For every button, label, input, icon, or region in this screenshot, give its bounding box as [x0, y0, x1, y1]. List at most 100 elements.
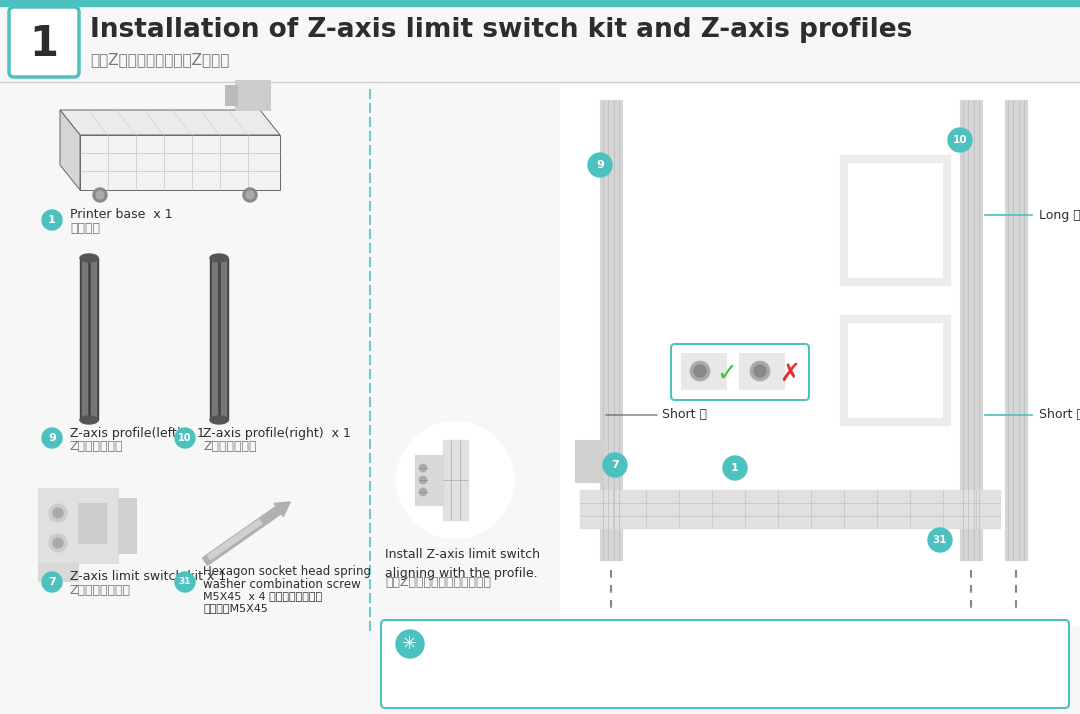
- Circle shape: [93, 188, 107, 202]
- Ellipse shape: [210, 416, 228, 424]
- Circle shape: [175, 572, 195, 592]
- Text: 底座组件: 底座组件: [70, 223, 100, 236]
- Text: Installation of Z-axis limit switch kit and Z-axis profiles: Installation of Z-axis limit switch kit …: [90, 17, 913, 43]
- Text: Install Z-axis limit switch
aligning with the profile.: Install Z-axis limit switch aligning wit…: [384, 548, 540, 580]
- Text: Z轴型材（左）: Z轴型材（左）: [70, 441, 123, 453]
- Text: 底座组件上。: 底座组件上。: [427, 688, 469, 701]
- Text: 安装Z轴限位开关，与型材对齐: 安装Z轴限位开关，与型材对齐: [384, 576, 491, 589]
- Bar: [38, 488, 118, 563]
- Bar: [78, 503, 106, 543]
- Bar: [575, 440, 603, 482]
- Bar: [840, 155, 950, 285]
- Text: 1: 1: [29, 23, 58, 65]
- Text: Hexagon socket head spring: Hexagon socket head spring: [203, 565, 372, 578]
- Bar: [91, 258, 96, 420]
- Text: 7: 7: [49, 577, 56, 587]
- Circle shape: [396, 630, 424, 658]
- Circle shape: [754, 365, 766, 377]
- Text: 安装Z轴限位开关组件，Z轴型材: 安装Z轴限位开关组件，Z轴型材: [90, 53, 229, 68]
- Bar: [960, 100, 982, 560]
- Circle shape: [419, 476, 427, 484]
- Ellipse shape: [210, 254, 228, 262]
- Ellipse shape: [80, 254, 98, 262]
- Bar: [848, 323, 942, 417]
- Text: 31: 31: [933, 535, 947, 545]
- Text: Step: Put the endstops sensor on Z-axis (left) like the picture above. Then use : Step: Put the endstops sensor on Z-axis …: [427, 638, 1020, 651]
- Bar: [0, 0, 1080, 6]
- Text: 31: 31: [179, 578, 191, 586]
- Bar: [443, 440, 468, 520]
- Text: 组合螺钉M5X45: 组合螺钉M5X45: [203, 603, 268, 613]
- Circle shape: [53, 538, 63, 548]
- Circle shape: [928, 528, 951, 552]
- Text: M5X45 to fix Z-axis with the base.: M5X45 to fix Z-axis with the base.: [427, 654, 629, 667]
- Circle shape: [750, 361, 770, 381]
- Bar: [580, 490, 1000, 528]
- Polygon shape: [60, 110, 80, 190]
- Bar: [840, 315, 950, 425]
- Bar: [82, 258, 87, 420]
- Bar: [225, 85, 237, 105]
- Circle shape: [588, 153, 612, 177]
- Text: 1: 1: [49, 215, 56, 225]
- Circle shape: [690, 361, 710, 381]
- Circle shape: [694, 365, 706, 377]
- Bar: [600, 100, 622, 560]
- Ellipse shape: [80, 416, 98, 424]
- Text: 9: 9: [596, 160, 604, 170]
- Bar: [681, 353, 726, 389]
- Text: 7: 7: [611, 460, 619, 470]
- Text: Long 长: Long 长: [1039, 208, 1080, 221]
- FancyArrow shape: [207, 520, 262, 560]
- Text: 10: 10: [953, 135, 968, 145]
- FancyBboxPatch shape: [381, 620, 1069, 708]
- FancyArrow shape: [202, 502, 291, 565]
- Bar: [221, 258, 226, 420]
- Text: Z轴型材（右）: Z轴型材（右）: [203, 441, 257, 453]
- Circle shape: [397, 422, 513, 538]
- Circle shape: [96, 191, 104, 199]
- Bar: [848, 163, 942, 277]
- Text: ✗: ✗: [780, 362, 800, 386]
- Bar: [80, 258, 98, 420]
- Circle shape: [246, 191, 254, 199]
- Circle shape: [723, 456, 747, 480]
- Polygon shape: [60, 110, 280, 135]
- Bar: [212, 258, 217, 420]
- FancyBboxPatch shape: [671, 344, 809, 400]
- Text: ✓: ✓: [716, 362, 738, 386]
- Text: Z轴限位开关组件: Z轴限位开关组件: [70, 585, 131, 598]
- Bar: [1005, 100, 1027, 560]
- Circle shape: [419, 488, 427, 496]
- Text: 步骤：把限位传感器安装到Z轴型材（左）如上图，用4颗内六角圆柱头弹垫组合螺钉M5X45将Z轴型材锁紧在: 步骤：把限位传感器安装到Z轴型材（左）如上图，用4颗内六角圆柱头弹垫组合螺钉M5…: [427, 672, 792, 685]
- Circle shape: [175, 428, 195, 448]
- Text: washer combination screw: washer combination screw: [203, 578, 361, 590]
- FancyBboxPatch shape: [9, 7, 79, 77]
- Circle shape: [948, 128, 972, 152]
- Polygon shape: [80, 135, 280, 190]
- Text: Printer base  x 1: Printer base x 1: [70, 208, 173, 221]
- Text: M5X45  x 4 内六角圆柱头弹垫: M5X45 x 4 内六角圆柱头弹垫: [203, 591, 322, 601]
- Text: 10: 10: [178, 433, 192, 443]
- Bar: [739, 353, 784, 389]
- Circle shape: [49, 504, 67, 522]
- Circle shape: [419, 464, 427, 472]
- Text: Z-axis profile(left) x 1: Z-axis profile(left) x 1: [70, 426, 205, 440]
- Circle shape: [603, 453, 627, 477]
- Text: Z-axis profile(right)  x 1: Z-axis profile(right) x 1: [203, 426, 351, 440]
- Circle shape: [49, 534, 67, 552]
- Circle shape: [42, 428, 62, 448]
- Bar: [118, 498, 136, 553]
- Bar: [415, 455, 443, 505]
- Bar: [235, 80, 270, 110]
- Circle shape: [243, 188, 257, 202]
- Circle shape: [42, 210, 62, 230]
- Text: 1: 1: [731, 463, 739, 473]
- Text: Short 短: Short 短: [662, 408, 707, 421]
- Circle shape: [42, 572, 62, 592]
- Circle shape: [53, 508, 63, 518]
- Text: Short 短: Short 短: [1039, 408, 1080, 421]
- Bar: [38, 563, 78, 581]
- Bar: [210, 258, 228, 420]
- Text: Z-axis limit switch kit x 1: Z-axis limit switch kit x 1: [70, 570, 226, 583]
